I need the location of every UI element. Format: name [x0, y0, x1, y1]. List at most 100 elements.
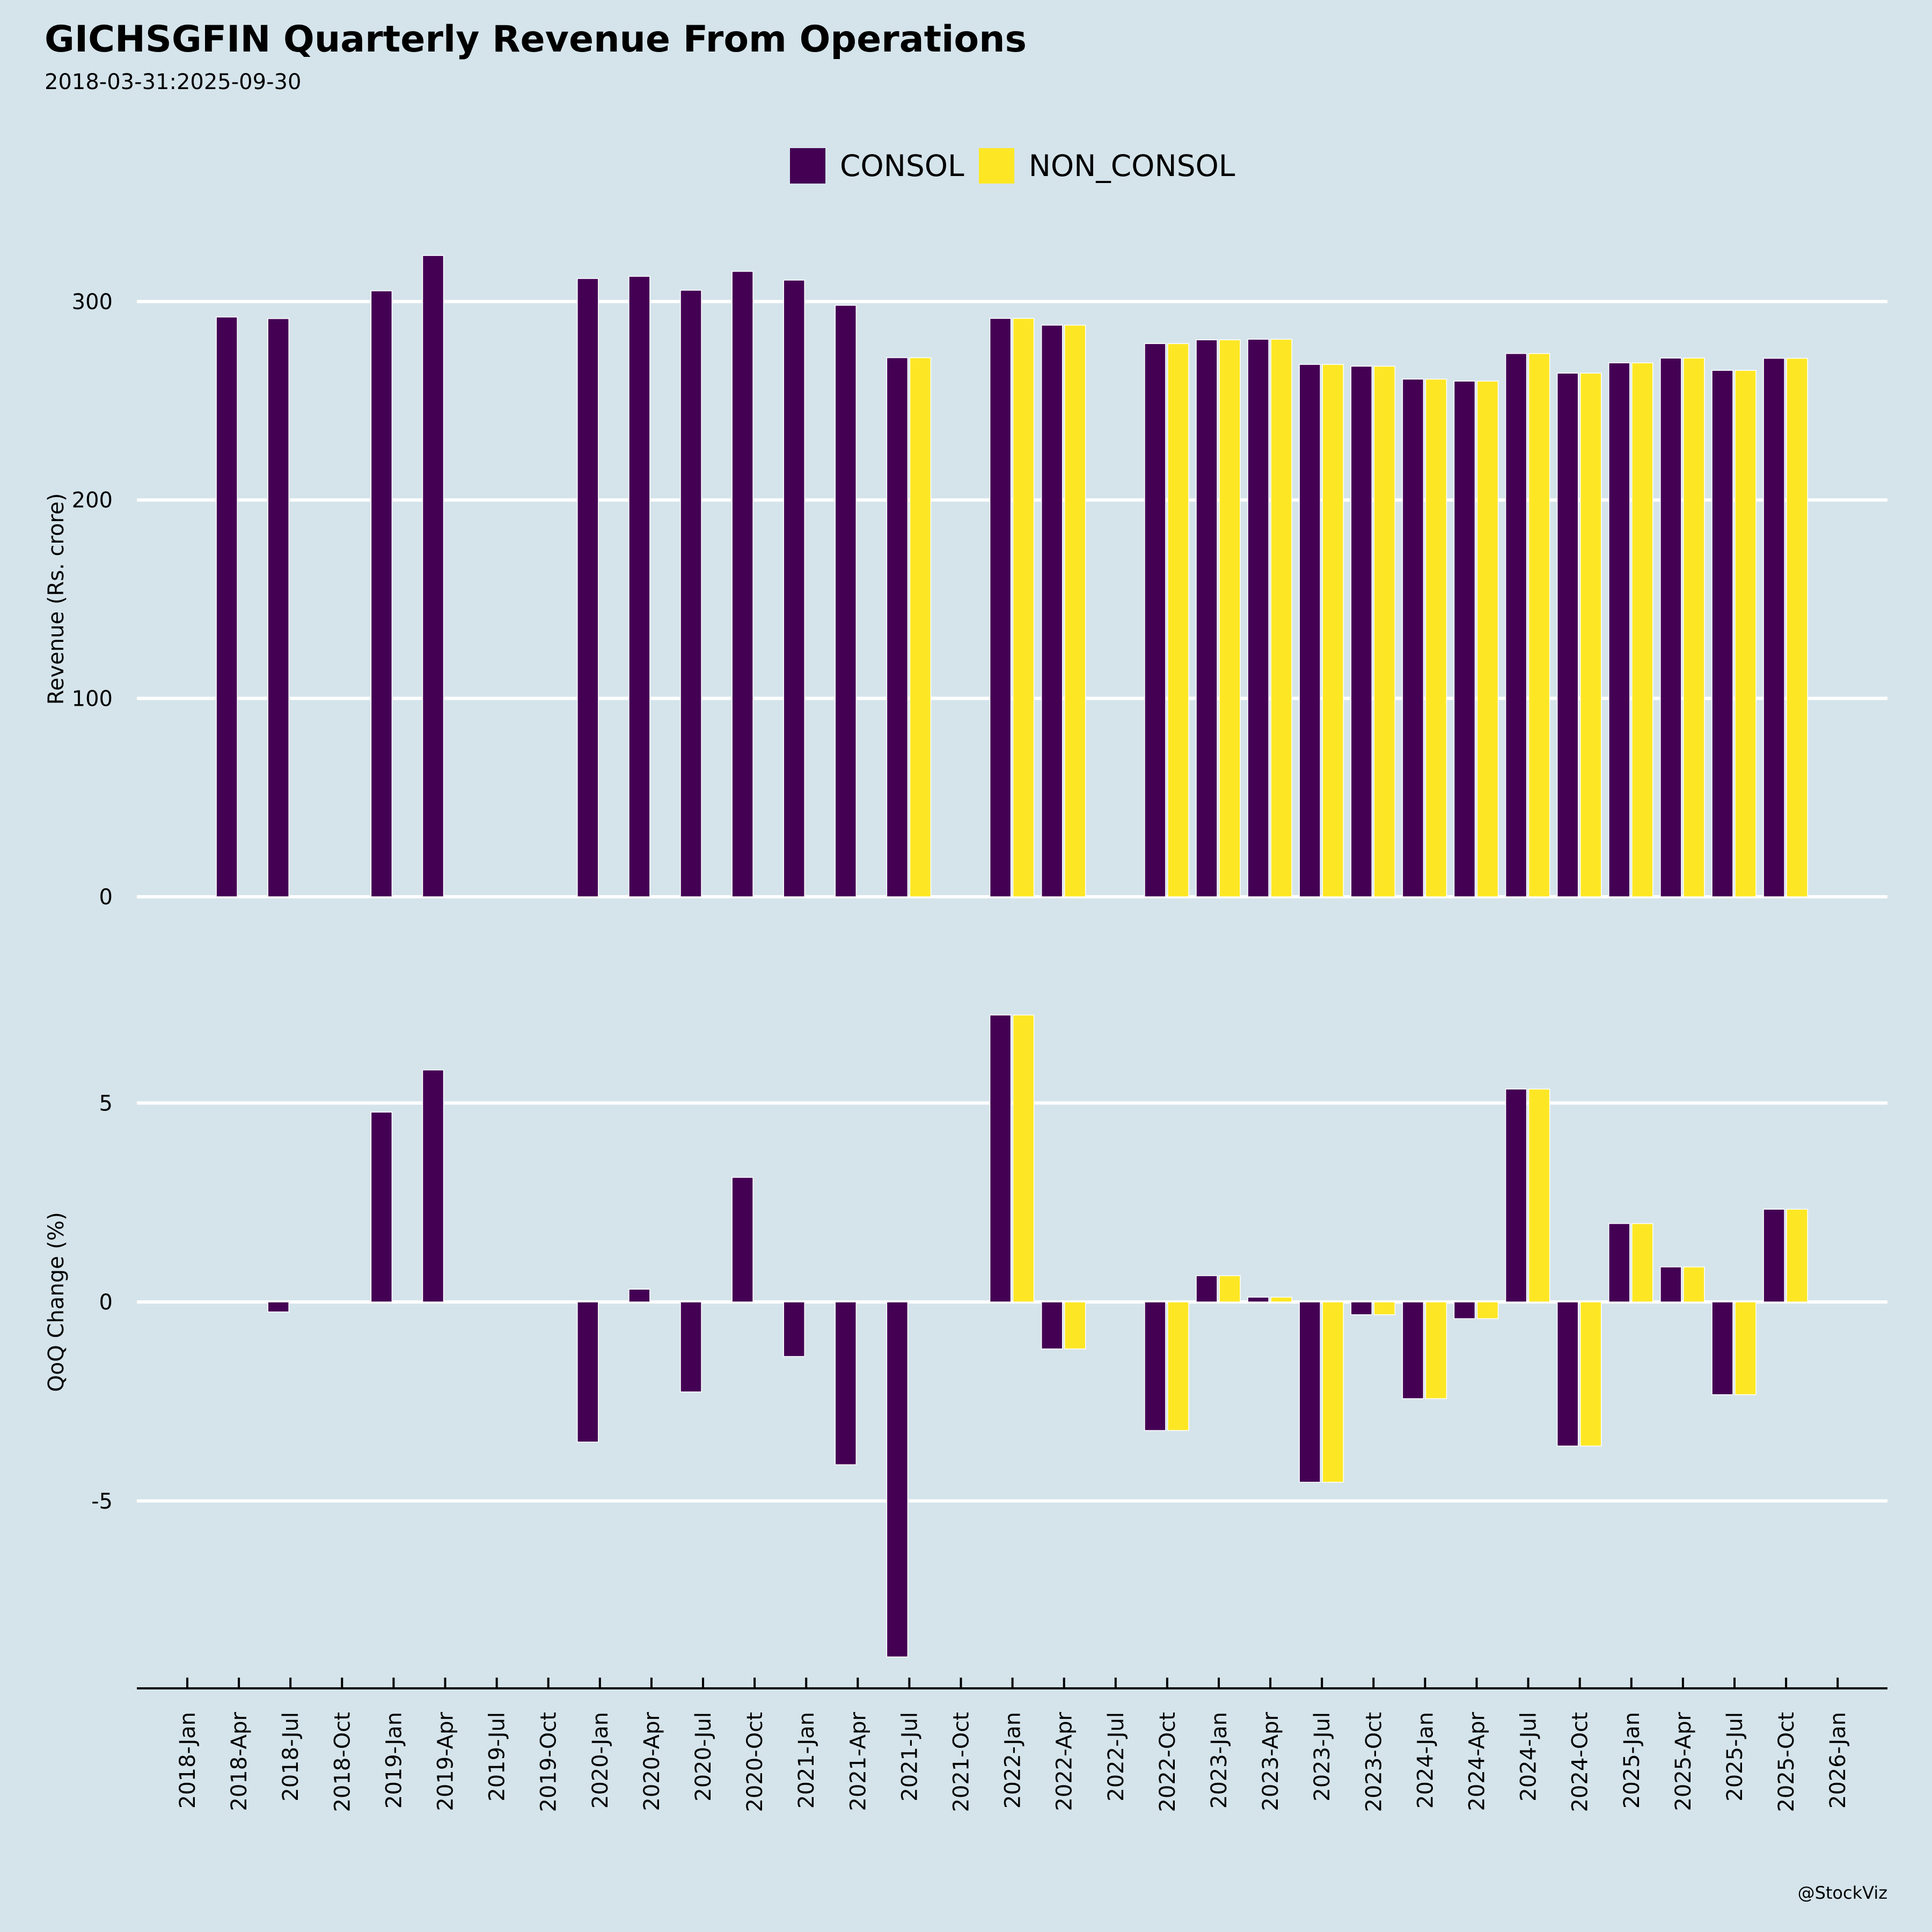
- x-tick-label: 2021-Oct: [949, 1712, 974, 1812]
- x-tick-label: 2021-Jan: [794, 1712, 819, 1809]
- x-tick-mark: [238, 1678, 240, 1688]
- revenue-bar-non-consol: [909, 357, 932, 897]
- qoq-bar-consol: [1453, 1301, 1476, 1319]
- x-tick-label: 2025-Apr: [1671, 1711, 1696, 1811]
- x-tick-mark: [392, 1678, 395, 1688]
- revenue-bar-non-consol: [1012, 318, 1035, 897]
- qoq-bar-consol: [1299, 1301, 1321, 1483]
- revenue-gridline: [137, 697, 1887, 700]
- revenue-bar-non-consol: [1322, 364, 1344, 897]
- qoq-bar-consol: [267, 1301, 289, 1313]
- qoq-bar-consol: [370, 1111, 393, 1302]
- revenue-bar-non-consol: [1167, 343, 1189, 897]
- qoq-bar-non-consol: [1167, 1301, 1189, 1431]
- qoq-gridline: [137, 1300, 1887, 1304]
- revenue-bar-consol: [216, 316, 238, 897]
- legend-swatch-non-consol: [978, 148, 1014, 184]
- revenue-bar-non-consol: [1373, 365, 1396, 897]
- qoq-bar-non-consol: [1425, 1301, 1447, 1399]
- x-tick-label: 2025-Jan: [1620, 1712, 1644, 1809]
- revenue-gridline: [137, 895, 1887, 898]
- x-tick-label: 2025-Oct: [1774, 1712, 1799, 1812]
- qoq-gridlines: [137, 1101, 1887, 1503]
- x-tick-mark: [1063, 1678, 1065, 1688]
- revenue-y-tick-label: 200: [72, 488, 113, 513]
- revenue-bar-consol: [1041, 325, 1063, 897]
- qoq-y-axis-title: QoQ Change (%): [44, 1212, 69, 1392]
- qoq-bar-non-consol: [1219, 1275, 1241, 1302]
- x-tick-label: 2023-Apr: [1258, 1711, 1283, 1811]
- revenue-bar-consol: [577, 278, 599, 897]
- x-tick-label: 2021-Jul: [897, 1712, 922, 1802]
- x-tick-label: 2018-Oct: [330, 1712, 355, 1812]
- revenue-bar-non-consol: [1631, 362, 1653, 897]
- revenue-bars: [216, 255, 1808, 897]
- x-tick-label: 2020-Jul: [691, 1712, 716, 1802]
- qoq-bar-consol: [783, 1301, 805, 1357]
- revenue-bar-consol: [1763, 357, 1785, 897]
- x-tick-mark: [1114, 1678, 1117, 1688]
- legend-label-non-consol: NON_CONSOL: [1028, 149, 1235, 183]
- revenue-bar-consol: [1660, 357, 1682, 897]
- x-tick-mark: [598, 1678, 601, 1688]
- x-tick-label: 2022-Jan: [1001, 1712, 1026, 1809]
- qoq-bar-consol: [1763, 1209, 1785, 1302]
- x-tick-label: 2019-Jul: [485, 1712, 510, 1802]
- x-tick-mark: [1733, 1678, 1736, 1688]
- revenue-bar-non-consol: [1528, 353, 1550, 897]
- x-tick-label: 2025-Jul: [1723, 1712, 1747, 1802]
- revenue-bar-consol: [370, 290, 393, 897]
- qoq-bar-consol: [1041, 1301, 1063, 1350]
- x-tick-mark: [289, 1678, 292, 1688]
- x-tick-label: 2023-Jul: [1310, 1712, 1335, 1802]
- qoq-bar-consol: [680, 1301, 702, 1393]
- revenue-bar-non-consol: [1786, 357, 1808, 897]
- revenue-bar-consol: [1299, 364, 1321, 897]
- chart-title: GICHSGFIN Quarterly Revenue From Operati…: [45, 18, 1027, 61]
- x-tick-mark: [753, 1678, 756, 1688]
- x-tick-label: 2019-Jan: [382, 1712, 406, 1809]
- x-tick-label: 2019-Apr: [434, 1711, 458, 1811]
- revenue-bar-consol: [835, 305, 857, 897]
- revenue-bar-consol: [886, 357, 909, 897]
- revenue-bar-consol: [267, 318, 289, 897]
- revenue-bar-consol: [1711, 370, 1733, 897]
- x-tick-label: 2021-Apr: [846, 1711, 870, 1811]
- revenue-gridline: [137, 299, 1887, 303]
- x-tick-label: 2018-Jul: [279, 1712, 303, 1802]
- revenue-bar-consol: [1196, 339, 1218, 897]
- revenue-gridline: [137, 498, 1887, 502]
- qoq-bar-non-consol: [1322, 1301, 1344, 1483]
- qoq-bar-consol: [1608, 1223, 1630, 1302]
- x-tick-label: 2020-Oct: [743, 1712, 767, 1812]
- revenue-bar-consol: [1144, 343, 1166, 897]
- x-tick-mark: [1630, 1678, 1633, 1688]
- qoq-bar-consol: [886, 1301, 909, 1658]
- x-axis: 2018-Jan 2018-Apr 2018-Jul 2018-Oct 2019-Jan…: [137, 1678, 1887, 1812]
- x-tick-mark: [1681, 1678, 1684, 1688]
- revenue-y-tick-label: 0: [99, 885, 113, 910]
- x-tick-mark: [1836, 1678, 1839, 1688]
- revenue-bar-consol: [1247, 339, 1269, 897]
- revenue-y-tick-label: 300: [72, 290, 113, 314]
- x-tick-mark: [1785, 1678, 1788, 1688]
- revenue-bar-consol: [1556, 372, 1579, 897]
- revenue-bar-consol: [628, 276, 650, 897]
- qoq-bar-consol: [1711, 1301, 1733, 1395]
- revenue-bar-non-consol: [1579, 372, 1602, 897]
- x-tick-mark: [1475, 1678, 1478, 1688]
- qoq-bar-non-consol: [1735, 1301, 1757, 1395]
- qoq-bar-consol: [1144, 1301, 1166, 1431]
- qoq-bars: [267, 1014, 1808, 1658]
- x-tick-label: 2024-Jul: [1517, 1712, 1541, 1802]
- revenue-bar-consol: [1505, 353, 1527, 897]
- qoq-bar-consol: [1505, 1088, 1527, 1302]
- x-tick-label: 2019-Oct: [537, 1712, 561, 1812]
- qoq-bar-non-consol: [1579, 1301, 1602, 1447]
- x-tick-mark: [1321, 1678, 1323, 1688]
- qoq-y-tick-label: 5: [99, 1091, 113, 1116]
- qoq-bar-non-consol: [1373, 1301, 1396, 1315]
- x-tick-mark: [1527, 1678, 1529, 1688]
- revenue-bar-non-consol: [1064, 325, 1086, 897]
